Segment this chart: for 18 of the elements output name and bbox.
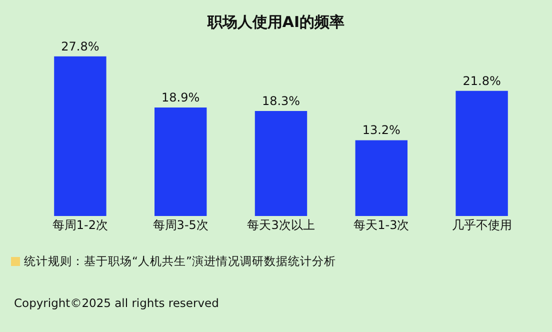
x-tick-label: 每周1-2次	[52, 218, 108, 232]
data-label: 21.8%	[462, 74, 501, 88]
x-tick-label: 每天1-3次	[354, 218, 410, 232]
data-label: 27.8%	[61, 39, 100, 54]
data-label: 18.9%	[162, 90, 200, 104]
bar	[456, 90, 508, 216]
bar	[154, 107, 207, 216]
bar	[254, 110, 308, 216]
x-tick-label: 几乎不使用	[452, 218, 512, 232]
data-label: 18.3%	[262, 94, 300, 108]
text: 统计规则：基于职场“人机共生”演进情况调研数据统计分析	[24, 254, 336, 268]
bar	[355, 140, 408, 216]
data-label: 13.2%	[362, 123, 400, 138]
x-tick-label: 每周3-5次	[152, 218, 208, 232]
chart-title: 职场人使用AI的频率	[206, 13, 345, 32]
text: Copyright©2025 all rights reserved	[14, 296, 219, 310]
x-tick-label: 每天3次以上	[247, 218, 315, 232]
bar	[54, 56, 106, 216]
